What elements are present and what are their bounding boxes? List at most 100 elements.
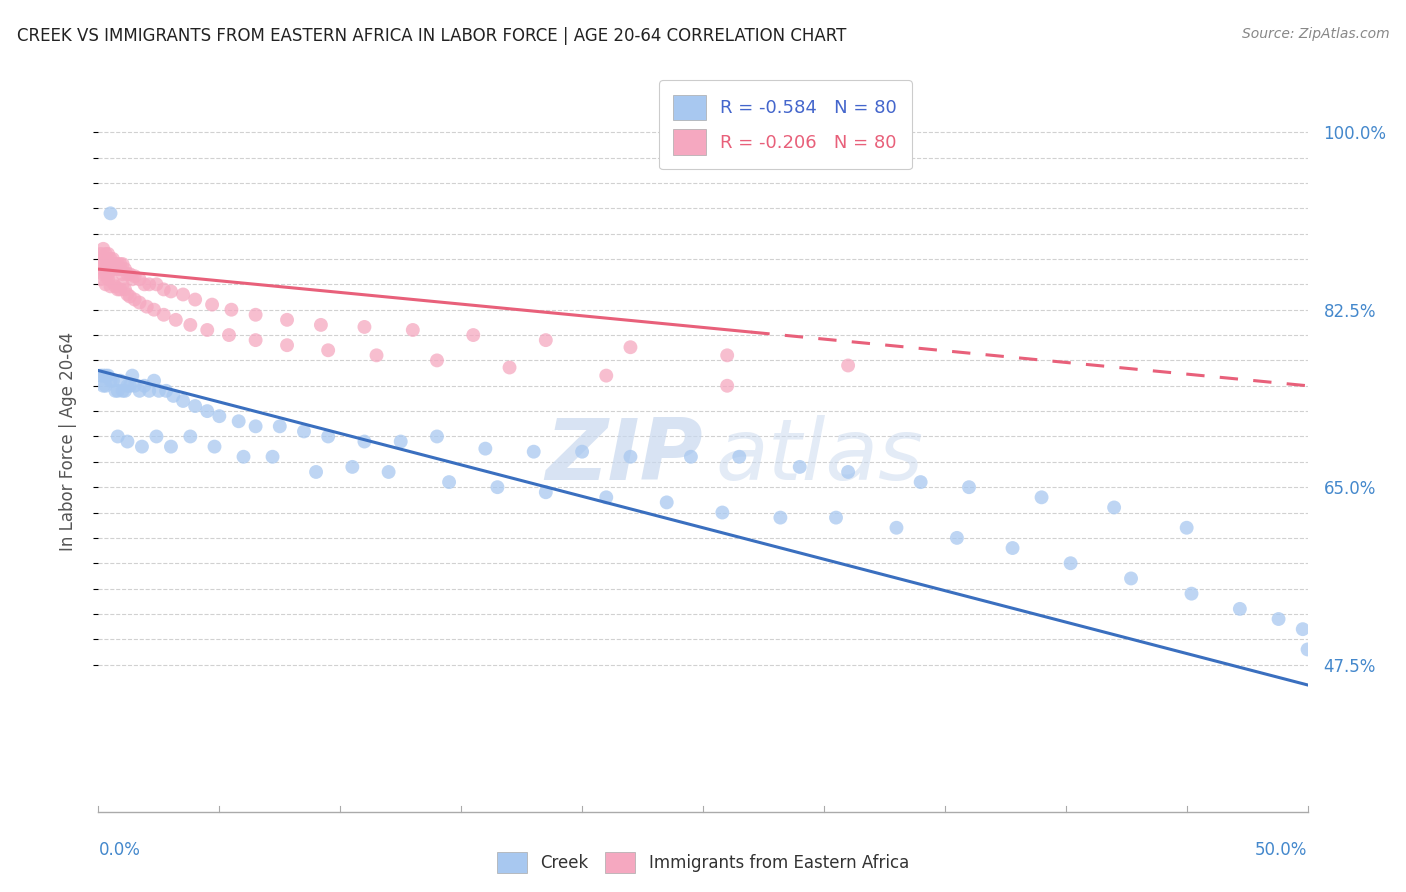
Point — [128, 272, 150, 286]
Point — [108, 374, 131, 388]
Point — [90, 368, 112, 383]
Point — [619, 340, 641, 354]
Point — [152, 308, 174, 322]
Y-axis label: In Labor Force | Age 20-64: In Labor Force | Age 20-64 — [59, 332, 77, 551]
Point — [619, 450, 641, 464]
Point — [353, 320, 375, 334]
Point — [402, 323, 425, 337]
Point — [134, 277, 156, 292]
Point — [957, 480, 980, 494]
Point — [1031, 491, 1053, 505]
Point — [232, 450, 254, 464]
Point — [117, 434, 139, 449]
Text: CREEK VS IMMIGRANTS FROM EASTERN AFRICA IN LABOR FORCE | AGE 20-64 CORRELATION C: CREEK VS IMMIGRANTS FROM EASTERN AFRICA … — [17, 27, 846, 45]
Point — [91, 267, 114, 281]
Point — [108, 262, 131, 277]
Point — [114, 282, 136, 296]
Point — [165, 313, 187, 327]
Point — [179, 318, 201, 332]
Point — [100, 257, 122, 271]
Point — [91, 378, 114, 392]
Point — [152, 282, 174, 296]
Point — [789, 459, 811, 474]
Point — [486, 480, 509, 494]
Point — [179, 429, 201, 443]
Point — [107, 384, 129, 398]
Point — [172, 287, 194, 301]
Point — [655, 495, 678, 509]
Point — [107, 257, 129, 271]
Point — [91, 242, 114, 256]
Point — [1102, 500, 1125, 515]
Point — [160, 285, 183, 299]
Point — [716, 348, 738, 362]
Point — [571, 444, 593, 458]
Point — [100, 374, 122, 388]
Point — [100, 279, 122, 293]
Point — [1175, 521, 1198, 535]
Point — [195, 323, 218, 337]
Point — [111, 267, 134, 281]
Point — [128, 384, 150, 398]
Point — [1059, 556, 1081, 570]
Legend: R = -0.584   N = 80, R = -0.206   N = 80: R = -0.584 N = 80, R = -0.206 N = 80 — [659, 80, 911, 169]
Point — [204, 440, 226, 454]
Point — [184, 293, 207, 307]
Text: 0.0%: 0.0% — [98, 841, 141, 859]
Text: Source: ZipAtlas.com: Source: ZipAtlas.com — [1241, 27, 1389, 41]
Point — [100, 206, 122, 220]
Point — [104, 257, 127, 271]
Point — [534, 485, 557, 500]
Point — [124, 293, 146, 307]
Point — [143, 374, 166, 388]
Point — [111, 277, 134, 292]
Point — [101, 374, 124, 388]
Point — [111, 384, 134, 398]
Point — [172, 394, 194, 409]
Point — [498, 360, 520, 375]
Point — [124, 269, 146, 284]
Point — [91, 262, 114, 277]
Point — [117, 287, 139, 301]
Point — [245, 419, 267, 434]
Point — [353, 434, 375, 449]
Point — [90, 257, 112, 271]
Point — [101, 262, 124, 277]
Point — [100, 262, 122, 277]
Point — [474, 442, 496, 456]
Point — [90, 272, 112, 286]
Point — [121, 272, 143, 286]
Point — [184, 399, 207, 413]
Point — [104, 279, 127, 293]
Point — [94, 247, 117, 261]
Point — [309, 318, 332, 332]
Point — [91, 252, 114, 266]
Point — [426, 429, 449, 443]
Point — [276, 313, 298, 327]
Point — [101, 257, 124, 271]
Point — [201, 298, 224, 312]
Point — [104, 384, 127, 398]
Point — [366, 348, 388, 362]
Point — [118, 267, 141, 281]
Point — [90, 247, 112, 261]
Point — [118, 378, 141, 392]
Point — [523, 444, 546, 458]
Point — [825, 510, 848, 524]
Point — [138, 384, 160, 398]
Point — [94, 257, 117, 271]
Point — [101, 252, 124, 266]
Point — [426, 353, 449, 368]
Point — [305, 465, 328, 479]
Point — [389, 434, 412, 449]
Point — [1267, 612, 1289, 626]
Text: atlas: atlas — [716, 415, 924, 498]
Point — [1229, 602, 1251, 616]
Point — [595, 491, 617, 505]
Point — [946, 531, 969, 545]
Point — [135, 300, 157, 314]
Point — [910, 475, 932, 489]
Legend: Creek, Immigrants from Eastern Africa: Creek, Immigrants from Eastern Africa — [491, 846, 915, 880]
Point — [1292, 622, 1315, 636]
Point — [218, 328, 240, 343]
